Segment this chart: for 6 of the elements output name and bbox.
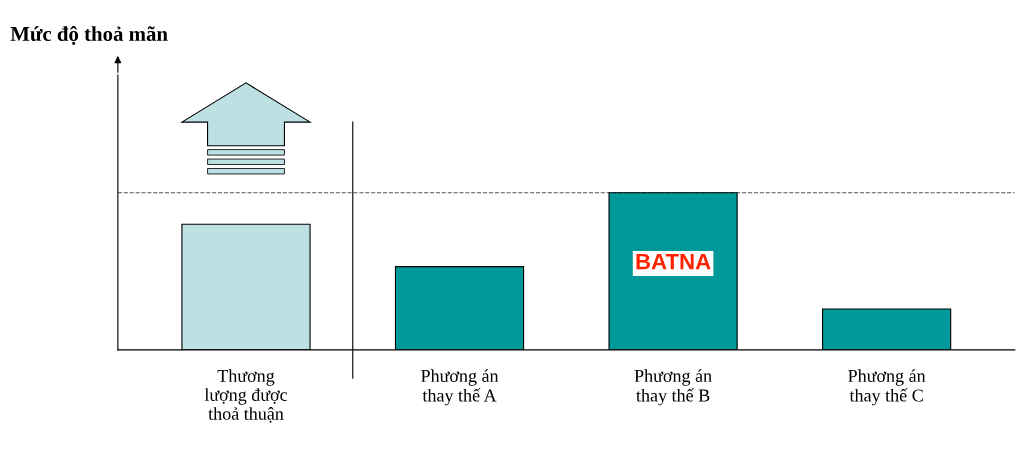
x-tick-label: Phương án thay thế B [634, 369, 712, 406]
annotation: BATNA [636, 253, 711, 270]
x-tick-label: Phương án thay thế C [848, 369, 926, 406]
x-tick-label: Phương án thay thế A [421, 369, 499, 406]
text: Mức độ thoả mãn [10, 26, 168, 45]
x-tick-label: Thương lượng được thoả thuận [204, 369, 288, 423]
